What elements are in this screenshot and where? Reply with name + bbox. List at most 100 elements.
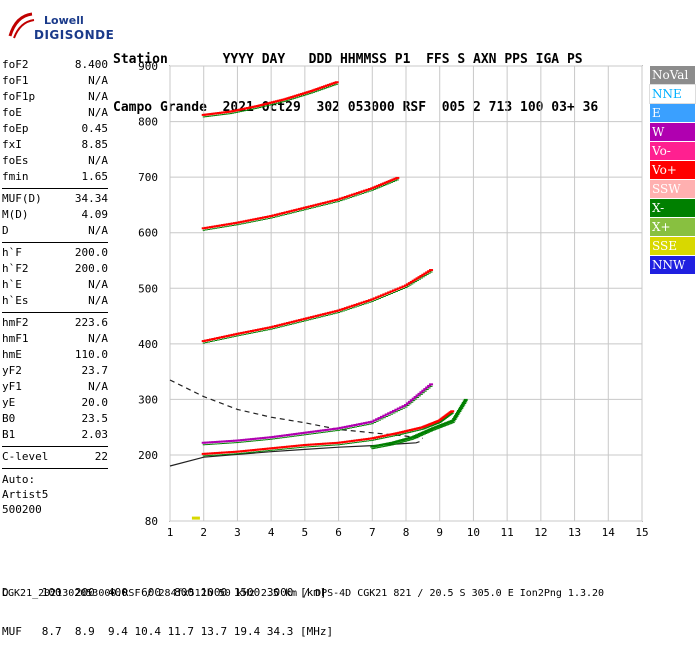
param-value: 4.09	[81, 208, 109, 221]
param-name: hmF1	[2, 332, 29, 345]
param-row: fxI 8.85	[2, 138, 108, 154]
param-name: h`Es	[2, 294, 29, 307]
param-row: MUF(D) 34.34	[2, 192, 108, 208]
x-tick-label: 4	[268, 526, 275, 539]
param-row: yF2 23.7	[2, 364, 108, 380]
logo-line2: DIGISONDE	[34, 28, 115, 42]
legend-item: E	[650, 104, 695, 122]
x-tick-label: 10	[467, 526, 480, 539]
header-labels: Station YYYY DAY DDD HHMMSS P1 FFS S AXN…	[113, 52, 583, 67]
polarization-legend: NoVal NNE E W Vo- Vo+ SSW X- X+ SSE NNW	[649, 66, 696, 275]
param-name: foEs	[2, 154, 29, 167]
x-tick-label: 13	[568, 526, 581, 539]
param-row: yE 20.0	[2, 396, 108, 412]
y-tick-label: 500	[138, 282, 158, 295]
param-value: N/A	[88, 106, 108, 119]
modeled-f2-curve	[169, 379, 423, 439]
legend-item: X-	[650, 199, 695, 217]
param-separator	[2, 312, 108, 313]
param-value: 23.5	[81, 412, 109, 425]
param-value: 0.45	[81, 122, 109, 135]
muf-row: MUF 8.7 8.9 9.4 10.4 11.7 13.7 19.4 34.3…	[2, 625, 334, 638]
param-value: 2.03	[81, 428, 109, 441]
x-tick-label: 2	[200, 526, 207, 539]
logo-line1: Lowell	[44, 14, 84, 27]
param-name: foE	[2, 106, 22, 119]
param-separator	[2, 242, 108, 243]
x-tick-label: 6	[335, 526, 342, 539]
y-tick-label: 600	[138, 227, 158, 240]
param-row: h`F2 200.0	[2, 262, 108, 278]
param-name: D	[2, 224, 9, 237]
y-tick-label: 300	[138, 393, 158, 406]
param-value: N/A	[88, 90, 108, 103]
param-name: fxI	[2, 138, 22, 151]
y-tick-label: 80	[145, 515, 158, 528]
x-tick-label: 11	[501, 526, 514, 539]
param-separator	[2, 468, 108, 469]
param-row: yF1 N/A	[2, 380, 108, 396]
param-row: h`E N/A	[2, 278, 108, 294]
param-name: yE	[2, 396, 16, 409]
param-value: N/A	[88, 380, 108, 393]
param-row: D N/A	[2, 224, 108, 240]
distance-row: D 100 200 400 600 800 1000 1500 3000 [km…	[2, 586, 327, 599]
param-row: B1 2.03	[2, 428, 108, 444]
param-row: fmin 1.65	[2, 170, 108, 186]
param-name: hmE	[2, 348, 22, 361]
x-tick-label: 5	[302, 526, 309, 539]
y-tick-label: 200	[138, 449, 158, 462]
x-tick-label: 7	[369, 526, 376, 539]
param-value: 20.0	[81, 396, 109, 409]
param-row: hmF2 223.6	[2, 316, 108, 332]
param-name: C-level	[2, 450, 49, 463]
param-value: 8.85	[81, 138, 109, 151]
x-tick-label: 14	[602, 526, 616, 539]
param-name: foF1p	[2, 90, 36, 103]
x-tick-label: 3	[234, 526, 241, 539]
param-row: foEp 0.45	[2, 122, 108, 138]
param-name: MUF(D)	[2, 192, 42, 205]
param-name: hmF2	[2, 316, 29, 329]
param-value: 8.400	[74, 58, 108, 71]
param-name: yF2	[2, 364, 22, 377]
auto-label: Auto:	[2, 473, 36, 486]
param-row: hmF1 N/A	[2, 332, 108, 348]
param-value: 34.34	[74, 192, 108, 205]
param-value: 223.6	[74, 316, 108, 329]
param-row: C-level 22	[2, 450, 108, 466]
param-row: foE N/A	[2, 106, 108, 122]
param-name: yF1	[2, 380, 22, 393]
x-tick-label: 15	[635, 526, 648, 539]
param-name: fmin	[2, 170, 29, 183]
x-tick-label: 12	[534, 526, 547, 539]
param-row: hmE 110.0	[2, 348, 108, 364]
legend-item: NNW	[650, 256, 695, 274]
legend-item: Vo-	[650, 142, 695, 160]
auto-artist: Artist5	[2, 488, 49, 501]
param-value: N/A	[88, 294, 108, 307]
station-header: Station YYYY DAY DDD HHMMSS P1 FFS S AXN…	[113, 20, 598, 132]
param-name: h`F2	[2, 262, 29, 275]
param-row: B0 23.5	[2, 412, 108, 428]
param-name: foF2	[2, 58, 29, 71]
legend-item: SSE	[650, 237, 695, 255]
logo-emblem-icon	[8, 12, 35, 39]
param-value: N/A	[88, 224, 108, 237]
param-row: foF2 8.400	[2, 58, 108, 74]
y-tick-label: 400	[138, 338, 158, 351]
param-value: N/A	[88, 154, 108, 167]
param-separator	[2, 188, 108, 189]
x-tick-label: 1	[167, 526, 174, 539]
legend-item: NNE	[649, 84, 696, 104]
param-row: foF1 N/A	[2, 74, 108, 90]
param-row: M(D) 4.09	[2, 208, 108, 224]
param-value: 22	[94, 450, 108, 463]
param-value: 200.0	[74, 246, 108, 259]
param-name: h`E	[2, 278, 22, 291]
param-name: h`F	[2, 246, 22, 259]
digisonde-logo: Lowell DIGISONDE	[6, 6, 114, 46]
muf-table: D 100 200 400 600 800 1000 1500 3000 [km…	[2, 560, 333, 651]
ionogram-plot: 1 2 3 4 5 6 7 8 9 10 11 12 13 14 158020030040050060070…	[138, 60, 649, 539]
scaled-parameters-panel: foF2 8.400 foF1 N/A foF1p N/A foE N/A foEp 0.45 fx…	[2, 58, 108, 517]
